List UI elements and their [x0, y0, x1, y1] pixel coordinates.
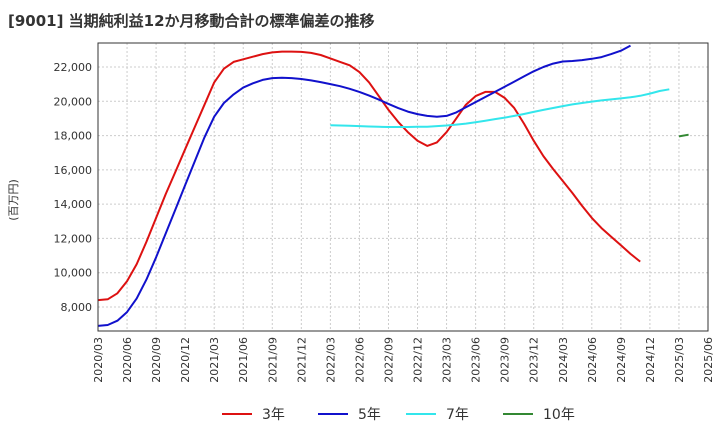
x-tick-label: 2025/06 [702, 337, 715, 383]
x-tick-label: 2025/03 [673, 337, 686, 383]
y-tick-label: 12,000 [54, 232, 93, 245]
x-tick-label: 2022/06 [353, 337, 366, 383]
x-tick-label: 2020/06 [121, 337, 134, 383]
x-tick-label: 2022/12 [412, 337, 425, 383]
series-lines [97, 44, 689, 327]
y-tick-label: 20,000 [54, 95, 93, 108]
x-tick-label: 2024/09 [615, 337, 628, 383]
x-tick-label: 2023/03 [441, 337, 454, 383]
legend: 3年 5年 7年 10年 [222, 407, 575, 423]
y-tick-label: 16,000 [54, 164, 93, 177]
y-axis-label: (百万円) [7, 179, 20, 221]
series-line [97, 44, 631, 327]
legend-label: 10年 [543, 407, 575, 423]
series-line [97, 50, 641, 302]
plot-frame [97, 42, 709, 332]
x-tick-label: 2024/12 [644, 337, 657, 383]
chart-title: [9001] 当期純利益12か月移動合計の標準偏差の推移 [8, 12, 375, 30]
x-tick-label: 2021/06 [237, 337, 250, 383]
y-tick-label: 18,000 [54, 130, 93, 143]
legend-label: 7年 [446, 407, 469, 423]
x-tick-label: 2020/12 [179, 337, 192, 383]
x-tick-label: 2023/12 [528, 337, 541, 383]
series-line [330, 88, 670, 128]
x-tick-label: 2023/06 [470, 337, 483, 383]
x-tick-label: 2021/03 [208, 337, 221, 383]
x-tick-label: 2020/09 [150, 337, 163, 383]
y-tick-label: 22,000 [54, 61, 93, 74]
y-tick-label: 14,000 [54, 198, 93, 211]
y-tick-label: 10,000 [54, 267, 93, 280]
y-axis-ticks: 8,000 10,000 12,000 14,000 16,000 18,000 20,00… [54, 61, 93, 314]
series-line [678, 133, 689, 138]
x-tick-label: 2023/09 [499, 337, 512, 383]
x-tick-label: 2024/06 [586, 337, 599, 383]
x-tick-label: 2022/03 [324, 337, 337, 383]
x-tick-label: 2021/09 [266, 337, 279, 383]
y-tick-label: 8,000 [61, 301, 93, 314]
x-tick-label: 2021/12 [295, 337, 308, 383]
grid [97, 43, 709, 331]
x-tick-label: 2020/03 [92, 337, 105, 383]
x-tick-label: 2022/09 [382, 337, 395, 383]
x-axis-ticks: 2020/03 2020/06 2020/09 2020/12 2021/03 2021/… [92, 337, 715, 383]
legend-label: 3年 [262, 407, 285, 423]
x-tick-label: 2024/03 [557, 337, 570, 383]
legend-label: 5年 [358, 407, 381, 423]
